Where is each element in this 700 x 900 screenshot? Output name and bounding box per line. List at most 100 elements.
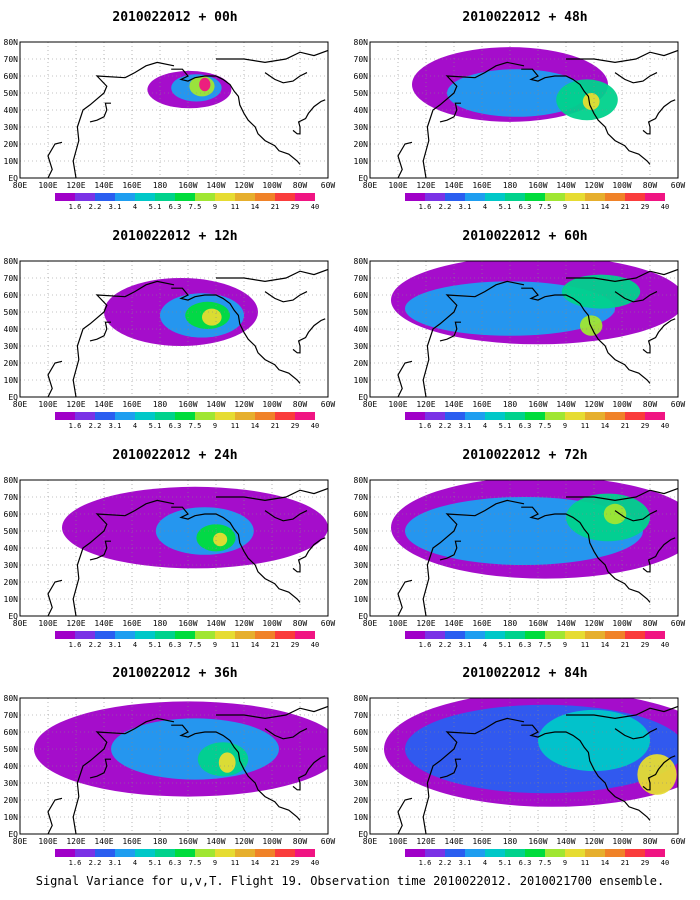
y-tick-label: 60N: [4, 291, 19, 300]
colorbar-swatch: [465, 849, 485, 857]
coastline: [521, 287, 651, 384]
colorbar-swatch: [505, 412, 525, 420]
colorbar-label: 3.1: [109, 422, 122, 430]
y-tick-label: 60N: [4, 510, 19, 519]
map-plot: EQ 10N 20N 30N 40N 50N 60N 70N 80N 80E 100E 120E 140…: [354, 476, 686, 649]
colorbar-label: 14: [601, 422, 609, 430]
coastline: [47, 579, 63, 616]
colorbar-swatch: [235, 193, 255, 201]
coastline: [521, 724, 651, 821]
colorbar-label: 11: [231, 422, 239, 430]
colorbar-swatch: [505, 631, 525, 639]
colorbar-swatch: [215, 412, 235, 420]
panel-title: 2010022012 + 84h: [462, 666, 588, 681]
colorbar-swatch: [235, 631, 255, 639]
variance-contour: [637, 754, 677, 795]
colorbar-swatch: [275, 412, 295, 420]
coastline: [566, 487, 678, 502]
coastline: [439, 102, 461, 123]
colorbar-swatch: [405, 193, 425, 201]
y-tick-label: 50N: [4, 745, 19, 754]
colorbar-swatch: [565, 193, 585, 201]
x-tick-label: 80E: [363, 181, 378, 190]
x-tick-label: 140W: [206, 181, 225, 190]
colorbar-label: 14: [251, 422, 259, 430]
coastline: [171, 68, 301, 165]
y-tick-label: 80N: [4, 694, 19, 703]
y-tick-label: EQ: [8, 174, 18, 183]
x-tick-label: 180: [153, 181, 168, 190]
colorbar-swatch: [485, 849, 505, 857]
colorbar-label: 7.5: [539, 203, 552, 211]
colorbar-label: 21: [271, 422, 279, 430]
x-tick-label: 60W: [321, 837, 336, 846]
colorbar-label: 2.2: [439, 203, 452, 211]
coastline: [521, 506, 651, 603]
colorbar-swatch: [425, 193, 445, 201]
y-tick-label: 80N: [354, 476, 369, 485]
x-tick-label: 140W: [556, 837, 575, 846]
colorbar-label: 40: [661, 641, 669, 649]
variance-contour: [561, 274, 641, 309]
y-tick-label: 10N: [4, 595, 19, 604]
colorbar-label: 7.5: [189, 859, 202, 867]
variance-contour: [538, 709, 650, 772]
colorbar-label: 1.6: [419, 641, 432, 649]
colorbar-swatch: [465, 412, 485, 420]
y-tick-label: EQ: [358, 830, 368, 839]
coastline: [642, 537, 676, 573]
y-tick-label: 10N: [354, 376, 369, 385]
coastline: [171, 506, 301, 603]
colorbar-label: 7.5: [539, 422, 552, 430]
y-tick-label: 20N: [4, 359, 19, 368]
coastline: [89, 321, 111, 342]
colorbar-label: 7.5: [539, 641, 552, 649]
colorbar-swatch: [215, 849, 235, 857]
x-tick-label: 80W: [293, 837, 308, 846]
colorbar-swatch: [235, 849, 255, 857]
x-tick-label: 160E: [122, 400, 141, 409]
colorbar-label: 1.6: [69, 641, 82, 649]
colorbar-swatch: [425, 631, 445, 639]
colorbar-label: 5.1: [499, 641, 512, 649]
colorbar-swatch: [485, 412, 505, 420]
x-tick-label: 180: [153, 619, 168, 628]
y-tick-label: 10N: [4, 813, 19, 822]
map-background: [20, 42, 328, 178]
x-tick-label: 160W: [528, 181, 547, 190]
x-tick-label: 100W: [262, 181, 281, 190]
coastline: [72, 499, 175, 616]
colorbar-swatch: [215, 193, 235, 201]
coastline: [642, 755, 676, 791]
colorbar-label: 2.2: [439, 422, 452, 430]
colorbar-swatch: [95, 412, 115, 420]
y-tick-label: 80N: [4, 476, 19, 485]
colorbar-label: 2.2: [439, 641, 452, 649]
colorbar-swatch: [565, 631, 585, 639]
coastline: [566, 705, 678, 720]
y-tick-label: 60N: [354, 291, 369, 300]
colorbar-swatch: [625, 849, 645, 857]
x-tick-label: 60W: [321, 400, 336, 409]
coastline: [439, 321, 461, 342]
coastline: [264, 510, 308, 522]
map-plot: EQ 10N 20N 30N 40N 50N 60N 70N 80N 80E 100E 120E 140…: [354, 694, 686, 867]
colorbar-label: 14: [601, 203, 609, 211]
colorbar-swatch: [75, 631, 95, 639]
y-tick-label: 30N: [4, 561, 19, 570]
map-panel: 2010022012 + 12h EQ 10N 20N 30N 40N 50N 60N 70N 8…: [0, 219, 350, 434]
x-tick-label: 140E: [444, 181, 463, 190]
y-tick-label: 50N: [354, 745, 369, 754]
coastline: [422, 499, 525, 616]
x-tick-label: 80E: [13, 181, 28, 190]
x-tick-label: 140E: [94, 181, 113, 190]
colorbar-swatch: [425, 849, 445, 857]
coastline: [171, 287, 301, 384]
y-tick-label: 20N: [354, 140, 369, 149]
x-tick-label: 140E: [94, 400, 113, 409]
colorbar-label: 7.5: [189, 422, 202, 430]
x-tick-label: 60W: [671, 837, 686, 846]
coastline: [216, 487, 328, 502]
coastline: [422, 717, 525, 834]
colorbar-label: 6.3: [519, 422, 532, 430]
